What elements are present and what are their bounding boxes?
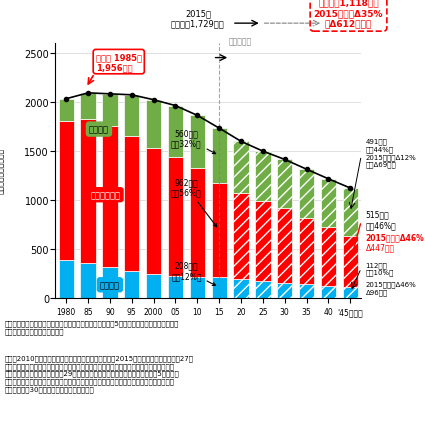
Bar — [299, 218, 314, 285]
Text: （人口　単位：万人）: （人口 単位：万人） — [0, 148, 5, 194]
Bar — [59, 122, 74, 261]
Bar — [59, 99, 74, 122]
Bar — [146, 148, 161, 274]
Bar — [255, 282, 271, 298]
Bar — [190, 116, 205, 169]
Text: 生産年齢人口: 生産年齢人口 — [91, 191, 121, 200]
Bar — [255, 152, 271, 201]
Bar — [146, 274, 161, 298]
Bar — [321, 227, 336, 286]
Bar — [102, 127, 118, 268]
Bar — [299, 170, 314, 218]
Bar — [80, 120, 96, 264]
Text: （注）　福島県内の市町村の推計は行われていないため、5万人クラス都市においては集計
　　　の対象外となっている。: （注） 福島県内の市町村の推計は行われていないため、5万人クラス都市においては集… — [4, 320, 178, 334]
Text: 幼年人口: 幼年人口 — [100, 281, 120, 290]
Bar — [233, 194, 249, 280]
Text: 2045年
全体人口1,118万人
2015年からΔ35%
（Δ612万人）: 2045年 全体人口1,118万人 2015年からΔ35% （Δ612万人） — [314, 0, 383, 28]
Bar — [321, 286, 336, 298]
Bar — [168, 106, 183, 158]
Bar — [277, 283, 292, 298]
Text: 2015年
全体人口1,729万人: 2015年 全体人口1,729万人 — [171, 9, 225, 28]
Bar — [124, 95, 139, 137]
Bar — [277, 209, 292, 283]
Text: 491万人
（約44%）
2015年からΔ12%
　　Δ69万人: 491万人 （約44%） 2015年からΔ12% Δ69万人 — [366, 138, 416, 168]
Text: 112万人
（約10%）: 112万人 （約10%） — [366, 261, 394, 276]
Bar — [102, 268, 118, 298]
Bar — [343, 237, 358, 287]
Bar — [80, 264, 96, 298]
Bar — [277, 160, 292, 209]
Bar — [233, 280, 249, 298]
Text: 2015年からΔ46%
Δ96万人: 2015年からΔ46% Δ96万人 — [366, 281, 416, 295]
Bar — [212, 129, 227, 184]
Bar — [343, 287, 358, 298]
Bar — [168, 158, 183, 276]
Bar — [168, 276, 183, 298]
Text: 208万人
（約12%）: 208万人 （約12%） — [171, 261, 215, 286]
Bar — [124, 272, 139, 298]
Bar — [212, 184, 227, 278]
Bar — [233, 142, 249, 194]
Bar — [343, 189, 358, 237]
Bar — [190, 169, 205, 277]
Text: 2015年からΔ46%: 2015年からΔ46% — [366, 233, 425, 242]
Text: （推計値）: （推計値） — [229, 37, 252, 46]
Text: 老年人口: 老年人口 — [89, 125, 109, 134]
Bar — [146, 100, 161, 148]
Bar — [190, 277, 205, 298]
Text: 962万人
（約56%）: 962万人 （約56%） — [171, 178, 217, 227]
Bar — [255, 201, 271, 282]
Text: ピーク 1985年
1,956万人: ピーク 1985年 1,956万人 — [96, 53, 142, 72]
Bar — [299, 285, 314, 298]
Bar — [80, 94, 96, 120]
Bar — [321, 180, 336, 227]
Text: 560万人
（約32%）: 560万人 （約32%） — [171, 129, 215, 154]
Text: 資料）2010年までは総務省統計局『国勢調査報告』、2015年は総務省統計局『平成27年
　　　国勢調査人口等基本集計』、全国の推計値は国立社会保障・人口問題研: 資料）2010年までは総務省統計局『国勢調査報告』、2015年は総務省統計局『平… — [4, 355, 193, 392]
Text: Δ447万人: Δ447万人 — [366, 243, 395, 251]
Text: 515万人
（約46%）: 515万人 （約46%） — [366, 210, 397, 230]
Bar — [212, 278, 227, 298]
Bar — [102, 95, 118, 127]
Bar — [59, 261, 74, 298]
Bar — [124, 137, 139, 272]
